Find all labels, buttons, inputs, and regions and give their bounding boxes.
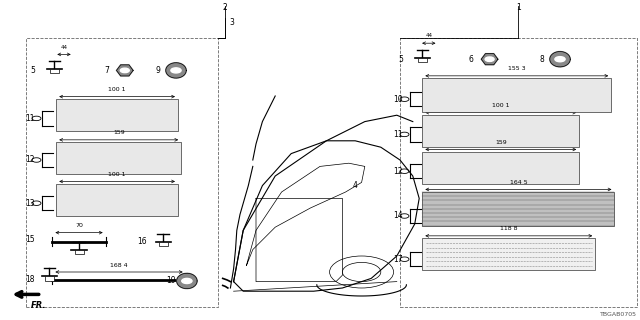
Bar [422,78,611,112]
Polygon shape [166,63,186,78]
Text: 100 1: 100 1 [492,103,509,108]
Circle shape [555,57,565,62]
Text: 164 5: 164 5 [509,180,527,185]
Text: 100 1: 100 1 [108,172,126,177]
Circle shape [120,68,129,73]
Bar [418,58,427,62]
Text: 16: 16 [138,237,147,246]
Polygon shape [116,65,133,76]
Text: FR.: FR. [31,301,46,310]
Text: 12: 12 [26,156,35,164]
Text: 11: 11 [394,130,403,139]
Text: 8: 8 [540,55,544,64]
Text: 13: 13 [26,199,35,208]
Text: 168 4: 168 4 [110,263,128,268]
Bar [422,152,579,184]
Bar [56,99,178,131]
Text: 2: 2 [223,3,228,12]
Text: 1: 1 [516,3,521,12]
Text: 14: 14 [394,212,403,220]
Circle shape [182,278,192,284]
Bar [159,242,168,246]
Text: 17: 17 [394,255,403,264]
Polygon shape [550,52,570,67]
Text: 19: 19 [166,276,176,285]
Bar [422,192,614,226]
Polygon shape [481,54,498,65]
Text: 44: 44 [426,33,432,38]
Text: 10: 10 [394,95,403,104]
Polygon shape [177,273,197,289]
Text: TBGAB0705: TBGAB0705 [600,312,637,317]
Text: 155 3: 155 3 [508,66,525,71]
Bar [26,38,218,307]
Text: 118 8: 118 8 [500,226,518,231]
Text: 5: 5 [398,55,403,64]
Text: 4: 4 [353,181,358,190]
Text: 100 1: 100 1 [108,87,126,92]
Bar [74,250,84,254]
Text: 9: 9 [155,66,160,75]
Bar [422,115,579,147]
Text: 11: 11 [26,114,35,123]
Bar [400,38,637,307]
Text: 15: 15 [26,236,35,244]
Text: 18: 18 [26,276,35,284]
Circle shape [485,57,494,61]
Text: 159: 159 [113,130,125,135]
Bar [56,142,181,174]
Text: 6: 6 [468,55,474,64]
Text: 70: 70 [75,223,83,228]
Text: 5: 5 [30,66,35,75]
Text: 7: 7 [104,66,109,75]
Bar [45,276,54,281]
Bar [50,69,59,73]
Circle shape [171,68,181,73]
Text: 159: 159 [495,140,507,145]
Text: 44: 44 [61,44,67,50]
Bar [422,238,595,270]
Text: 3: 3 [229,18,234,27]
Text: 12: 12 [394,167,403,176]
Bar [56,184,178,216]
